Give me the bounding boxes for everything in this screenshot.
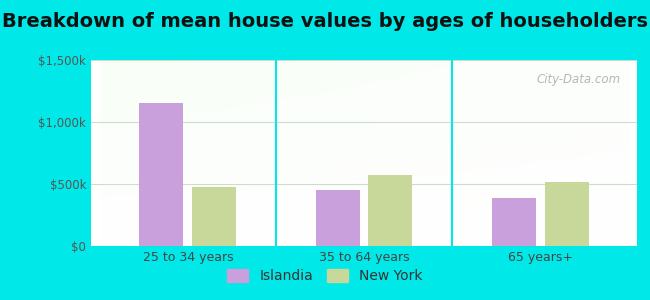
Bar xyxy=(192,187,237,246)
Legend: Islandia, New York: Islandia, New York xyxy=(220,262,430,290)
Text: Breakdown of mean house values by ages of householders: Breakdown of mean house values by ages o… xyxy=(2,12,648,31)
Text: City-Data.com: City-Data.com xyxy=(536,73,621,86)
Bar xyxy=(140,103,183,246)
Bar xyxy=(369,175,413,246)
Bar xyxy=(545,182,588,246)
Bar xyxy=(491,198,536,246)
Bar xyxy=(315,190,359,246)
